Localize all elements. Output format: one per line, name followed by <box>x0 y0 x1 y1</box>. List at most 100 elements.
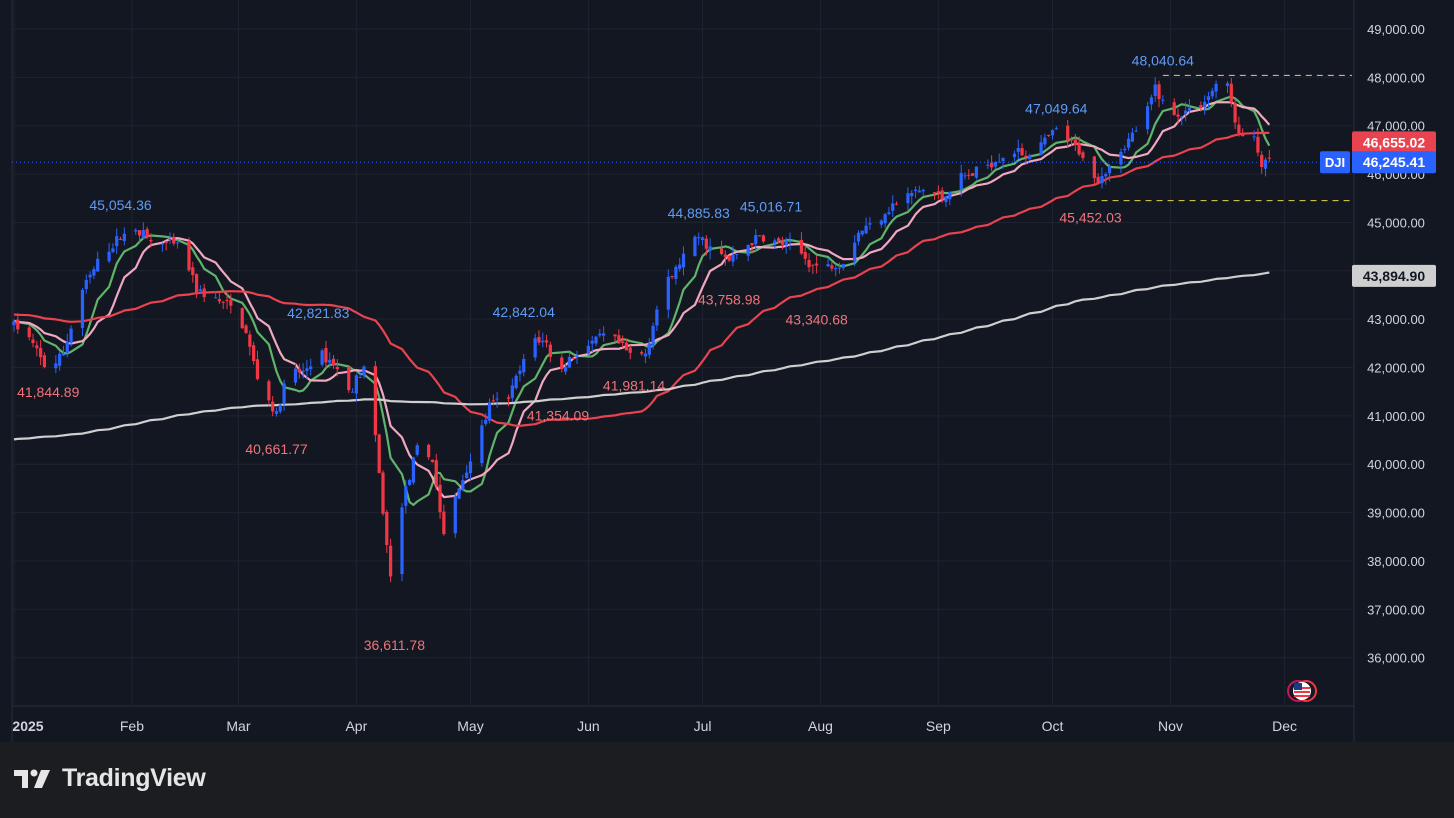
candlestick[interactable] <box>815 255 819 274</box>
candlestick[interactable] <box>575 350 579 364</box>
candlestick[interactable] <box>213 290 218 299</box>
candlestick[interactable] <box>1233 98 1237 130</box>
candlestick[interactable] <box>335 359 339 377</box>
candlestick[interactable] <box>480 419 484 467</box>
candlestick[interactable] <box>1130 128 1135 142</box>
candlestick[interactable] <box>693 235 697 257</box>
candlestick[interactable] <box>971 172 975 177</box>
candlestick[interactable] <box>571 356 575 360</box>
candlestick[interactable] <box>1203 95 1207 115</box>
candlestick[interactable] <box>487 398 492 424</box>
candlestick[interactable] <box>354 373 358 402</box>
candlestick[interactable] <box>681 246 686 276</box>
candlestick[interactable] <box>541 332 545 348</box>
candlestick[interactable] <box>1229 77 1233 107</box>
candlestick[interactable] <box>122 227 126 246</box>
candlestick[interactable] <box>590 335 594 352</box>
candlestick[interactable] <box>438 476 442 519</box>
candlestick[interactable] <box>1206 91 1211 109</box>
candlestick[interactable] <box>735 253 739 260</box>
candlestick[interactable] <box>442 504 446 536</box>
candlestick[interactable] <box>1256 128 1260 157</box>
candlestick[interactable] <box>624 338 629 351</box>
candlestick[interactable] <box>1161 95 1165 105</box>
candlestick[interactable] <box>305 359 309 380</box>
candlestick[interactable] <box>506 394 511 407</box>
candlestick[interactable] <box>324 341 328 368</box>
tradingview-logo[interactable]: TradingView <box>14 764 206 793</box>
candlestick[interactable] <box>1039 135 1043 156</box>
candlestick[interactable] <box>731 246 735 267</box>
candlestick[interactable] <box>1012 150 1017 162</box>
candlestick[interactable] <box>465 465 469 479</box>
candlestick[interactable] <box>750 242 754 254</box>
candlestick[interactable] <box>427 443 431 460</box>
candlestick[interactable] <box>320 348 324 367</box>
candlestick[interactable] <box>1176 108 1180 124</box>
candlestick[interactable] <box>39 339 43 366</box>
candlestick[interactable] <box>491 394 495 406</box>
candlestick[interactable] <box>906 187 910 211</box>
candlestick[interactable] <box>837 262 842 274</box>
candlestick[interactable] <box>799 232 804 256</box>
candlestick[interactable] <box>1069 136 1074 146</box>
candlestick[interactable] <box>910 189 914 205</box>
us-market-flag-icon[interactable] <box>1287 680 1317 702</box>
candlestick[interactable] <box>651 322 655 350</box>
candlestick[interactable] <box>362 365 366 379</box>
candlestick[interactable] <box>533 333 537 361</box>
candlestick[interactable] <box>377 433 381 474</box>
candlestick[interactable] <box>1020 143 1024 157</box>
candlestick[interactable] <box>548 341 552 363</box>
candlestick[interactable] <box>198 285 203 293</box>
candlestick[interactable] <box>457 487 461 500</box>
candlestick[interactable] <box>719 240 724 256</box>
candlestick[interactable] <box>434 453 438 490</box>
candlestick[interactable] <box>807 253 811 273</box>
candlestick[interactable] <box>917 185 921 193</box>
candlestick[interactable] <box>1210 87 1214 100</box>
candlestick[interactable] <box>723 250 727 266</box>
candlestick[interactable] <box>613 334 617 343</box>
candlestick[interactable] <box>830 262 834 272</box>
candlestick[interactable] <box>252 341 256 365</box>
candlestick[interactable] <box>240 307 244 329</box>
candlestick[interactable] <box>963 172 967 180</box>
candlestick[interactable] <box>411 456 416 485</box>
candlestick[interactable] <box>621 335 625 348</box>
candlestick[interactable] <box>1172 98 1176 116</box>
candlestick[interactable] <box>160 242 164 252</box>
candlestick[interactable] <box>841 263 845 271</box>
candlestick[interactable] <box>229 293 233 314</box>
candlestick[interactable] <box>746 244 750 262</box>
candlestick[interactable] <box>16 313 20 335</box>
candlestick[interactable] <box>784 237 788 254</box>
candlestick[interactable] <box>1260 151 1264 174</box>
candlestick[interactable] <box>560 354 564 373</box>
candlestick[interactable] <box>54 355 58 374</box>
candlestick[interactable] <box>780 236 785 250</box>
candlestick[interactable] <box>1180 115 1184 126</box>
candlestick[interactable] <box>602 326 606 342</box>
candlestick[interactable] <box>1123 145 1127 154</box>
candlestick[interactable] <box>1081 150 1085 162</box>
candlestick[interactable] <box>217 292 222 304</box>
candlestick[interactable] <box>65 333 69 358</box>
candlestick[interactable] <box>415 442 419 457</box>
candlestick[interactable] <box>221 301 225 310</box>
candlestick[interactable] <box>697 232 701 246</box>
candlestick[interactable] <box>853 234 857 267</box>
candlestick[interactable] <box>495 391 499 408</box>
candlestick[interactable] <box>347 366 351 393</box>
candlestick[interactable] <box>1252 130 1256 141</box>
candlestick[interactable] <box>58 351 62 371</box>
candlestick[interactable] <box>704 235 708 256</box>
candlestick[interactable] <box>255 350 260 381</box>
candlestick[interactable] <box>811 264 815 274</box>
candlestick[interactable] <box>107 243 111 264</box>
candlestick[interactable] <box>1119 148 1123 173</box>
candlestick[interactable] <box>194 273 199 299</box>
candlestick[interactable] <box>385 509 389 553</box>
candlestick[interactable] <box>225 294 229 310</box>
